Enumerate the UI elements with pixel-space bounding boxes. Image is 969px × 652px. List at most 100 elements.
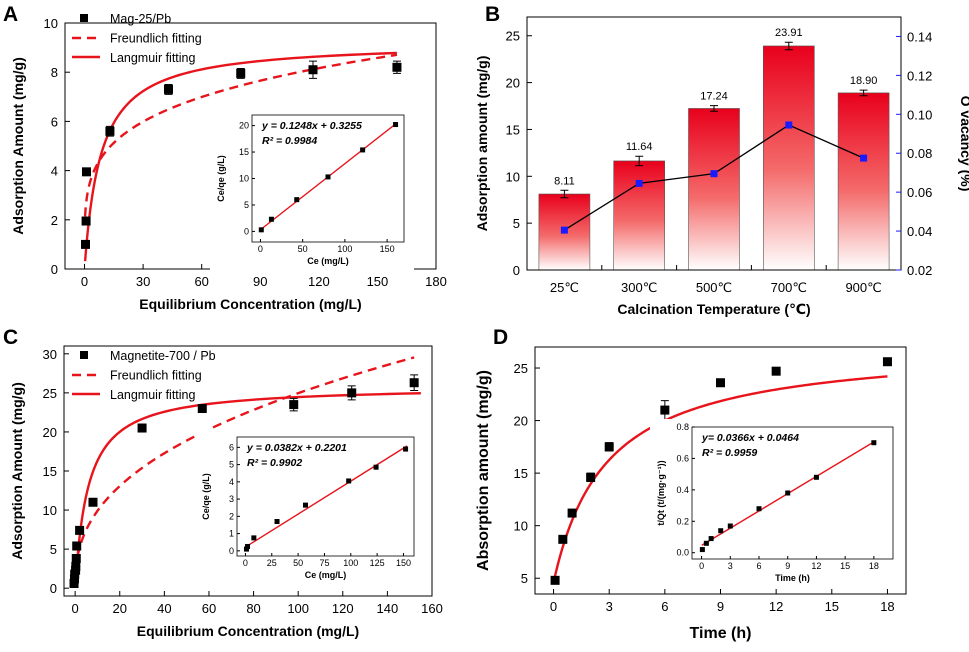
panel-c-inset-point	[302, 502, 308, 508]
panel-d-data-point	[558, 534, 568, 544]
panel-d-inset-equation: y= 0.0366x + 0.0464	[701, 432, 799, 444]
panel-c-inset-xtick-label: 0	[243, 558, 248, 568]
panel-c-xtick-label: 120	[332, 601, 354, 616]
panel-d-xtick-label: 12	[769, 599, 783, 614]
panel-c-inset-fit-line	[245, 445, 408, 548]
panel-a-inset-ylabel: Ce/qe (g/L)	[216, 155, 226, 202]
panel-a-inset-point	[325, 174, 331, 180]
panel-c-data-point	[88, 497, 98, 507]
panel-c-inset-ytick-label: 4	[229, 477, 234, 487]
panel-c-xtick-label: 160	[421, 601, 443, 616]
panel-a-inset-xlabel: Ce (mg/L)	[307, 256, 349, 266]
panel-c-ytick-label: 20	[43, 425, 57, 440]
panel-a-inset-r2: R² = 0.9984	[262, 135, 317, 147]
panel-d-inset-point	[756, 506, 762, 512]
panel-b-bar	[837, 92, 890, 271]
panel-b-xlabel: Calcination Temperature (℃)	[617, 301, 810, 317]
panel-b-y2tick-label: 0.10	[907, 107, 932, 122]
panel-d-xtick-label: 9	[717, 599, 724, 614]
panel-a-data-point	[236, 68, 246, 78]
panel-d-data-point	[586, 472, 596, 482]
panel-c-data-point	[197, 404, 207, 413]
panel-b-y2tick-label: 0.12	[907, 68, 932, 83]
panel-c-ytick-label: 30	[43, 347, 57, 362]
panel-b-errorbar	[859, 89, 868, 97]
panel-a-inset-xtick-label: 50	[298, 244, 308, 254]
panel-a-inset-equation: y = 0.1248x + 0.3255	[261, 120, 362, 132]
panel-c-inset-xlabel: Ce (mg/L)	[305, 570, 347, 580]
panel-b-bar-value-label: 8.11	[554, 175, 575, 187]
panel-c-xtick-label: 100	[287, 601, 309, 616]
panel-b-y2tick-label: 0.04	[907, 224, 932, 239]
panel-d-inset-point	[785, 490, 791, 496]
panel-c-inset-point	[373, 464, 379, 470]
panel-b-category-label: 300℃	[621, 280, 657, 295]
panel-a-inset-point	[393, 122, 399, 128]
panel-d-inset-point	[813, 474, 819, 480]
panel-d-letter: D	[493, 326, 508, 349]
panel-d-inset-ylabel: t/Qt (t/(mg·g⁻¹))	[656, 460, 666, 525]
panel-b-y2label: O vacancy (%)	[958, 96, 969, 192]
panel-c-inset-ylabel: Ce/qe (g/L)	[201, 473, 211, 520]
panel-d-xtick-label: 6	[661, 599, 668, 614]
panel-d-xlabel: Time (h)	[690, 625, 752, 642]
panel-a-ytick-label: 4	[51, 164, 58, 179]
panel-d-data-point	[882, 357, 892, 367]
panel-c-inset-xtick-label: 75	[319, 558, 329, 568]
panel-d-inset: 0 3 6 9 12 15 18 0.0 0.2 0.4 0.6 0.8 y= 0.0366x + 0.…	[650, 419, 903, 589]
panel-c-inset-point	[245, 544, 251, 550]
panel-c-inset-axes-frame	[236, 436, 415, 557]
panel-a-inset-ytick-label: 10	[239, 174, 249, 184]
panel-d-xtick-label: 15	[825, 599, 839, 614]
panel-a-xlabel: Equilibrium Concentration (mg/L)	[139, 296, 361, 312]
panel-b-errorbar	[784, 41, 793, 51]
panel-c-xtick-label: 80	[246, 601, 260, 616]
panel-a-legend-marker	[80, 14, 88, 22]
panel-c-data-point	[75, 525, 85, 535]
panel-c-freundlich-curve	[74, 356, 415, 573]
panel-a-letter: A	[3, 3, 18, 26]
panel-b-bar	[688, 108, 740, 271]
panel-d-inset-xtick-label: 18	[869, 561, 879, 571]
panel-c-data-point	[409, 378, 419, 388]
panel-b-bar	[613, 160, 666, 271]
panel-b-y2tick-label: 0.14	[907, 29, 932, 44]
panel-d-inset-axes-frame	[691, 426, 894, 560]
panel-b-y2tick-label: 0.08	[907, 146, 932, 161]
panel-a-inset-xtick-label: 100	[337, 244, 352, 254]
panel-c-inset-xtick-label: 100	[343, 558, 358, 568]
panel-c-data-point	[69, 579, 79, 588]
panel-c-data-point	[289, 400, 299, 410]
panel-d-ytick-label: 15	[514, 466, 528, 481]
panel-a-inset-xtick-label: 0	[258, 244, 263, 254]
panel-a-inset: 0 50 100 150 0 5 10 15 20 y = 0.1248x + 0.3255 R² …	[210, 107, 414, 272]
panel-c-legend-label: Langmuir fitting	[110, 388, 196, 402]
panel-c-inset-xtick-label: 150	[396, 558, 411, 568]
panel-a-inset-xtick-label: 150	[380, 244, 395, 254]
panel-d-inset-r2: R² = 0.9959	[702, 447, 757, 459]
panel-b: B 8.11 25℃ 11.64 300℃ 17.24 500℃ 23.91 700℃ 18.90…	[474, 3, 969, 317]
panel-d-inset-xtick-label: 6	[756, 561, 761, 571]
panel-a-xtick-label: 30	[136, 274, 150, 289]
panel-b-ytick-label: 25	[506, 29, 520, 44]
panel-d-inset-ytick-label: 0.2	[676, 516, 689, 526]
panel-a-ytick-label: 0	[51, 262, 58, 277]
panel-c-ytick-label: 0	[50, 581, 57, 596]
panel-c-data-point	[137, 423, 147, 433]
panel-d-data-point	[604, 442, 614, 452]
panel-b-ytick-label: 5	[513, 216, 520, 231]
panel-b-bar	[762, 45, 815, 271]
panel-b-errorbar	[710, 105, 718, 112]
panel-a-inset-point	[258, 227, 264, 233]
panel-d-ytick-label: 10	[514, 519, 528, 534]
panel-c-data-point	[347, 388, 357, 398]
panel-b-category-label: 25℃	[550, 280, 579, 295]
panel-a-data-point	[163, 84, 173, 94]
panel-b-ovacancy-point	[710, 170, 718, 178]
panel-b-bar-value-label: 17.24	[700, 91, 728, 103]
panel-a-xtick-label: 180	[425, 274, 447, 289]
panel-c-legend: Magnetite-700 / Pb Freundlich fitting Lang…	[72, 349, 216, 402]
panel-b-category-label: 900℃	[845, 280, 881, 295]
panel-c-ytick-label: 5	[50, 542, 57, 557]
